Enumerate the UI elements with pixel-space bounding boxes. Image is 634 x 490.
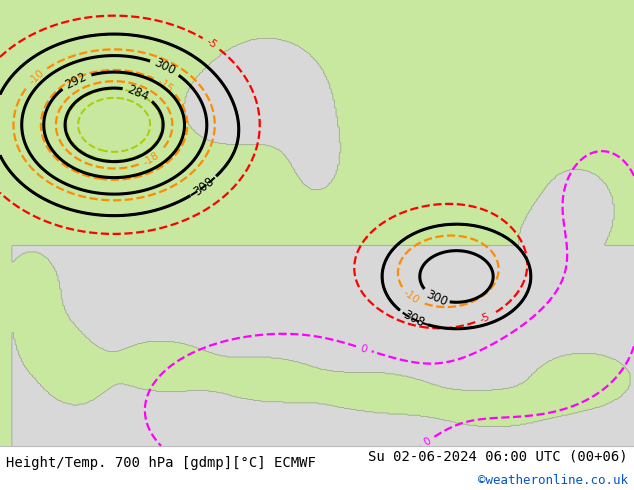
Text: Su 02-06-2024 06:00 UTC (00+06): Su 02-06-2024 06:00 UTC (00+06) bbox=[368, 450, 628, 464]
Text: 292: 292 bbox=[63, 70, 89, 91]
Text: -10: -10 bbox=[27, 68, 46, 86]
Text: -5: -5 bbox=[478, 312, 491, 325]
Text: 0: 0 bbox=[422, 435, 433, 447]
Text: Height/Temp. 700 hPa [gdmp][°C] ECMWF: Height/Temp. 700 hPa [gdmp][°C] ECMWF bbox=[6, 456, 316, 469]
Text: 0: 0 bbox=[359, 343, 368, 355]
Text: -5: -5 bbox=[204, 37, 219, 50]
Text: -18: -18 bbox=[141, 150, 161, 168]
Text: ©weatheronline.co.uk: ©weatheronline.co.uk bbox=[477, 474, 628, 487]
Text: -10: -10 bbox=[402, 288, 422, 306]
Text: -15: -15 bbox=[155, 76, 175, 95]
Text: 308: 308 bbox=[400, 308, 426, 330]
Text: 300: 300 bbox=[152, 56, 178, 78]
Text: 300: 300 bbox=[424, 288, 450, 309]
Text: 308: 308 bbox=[191, 175, 217, 198]
Text: 284: 284 bbox=[126, 82, 151, 103]
